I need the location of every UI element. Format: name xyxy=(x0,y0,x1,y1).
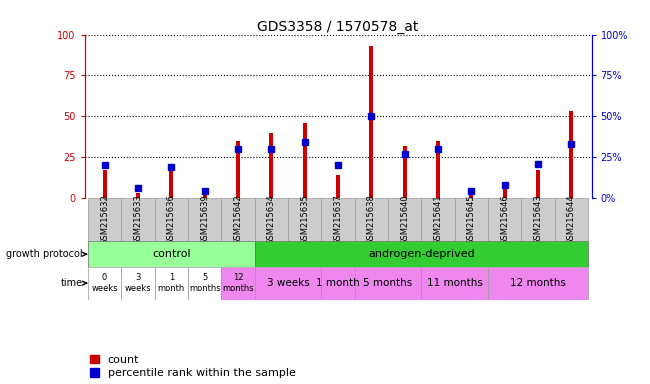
Text: 5
months: 5 months xyxy=(188,273,220,293)
Text: GSM215640: GSM215640 xyxy=(400,194,410,245)
Bar xyxy=(236,141,240,198)
Bar xyxy=(369,46,373,198)
Bar xyxy=(136,193,140,198)
Bar xyxy=(88,198,121,242)
Bar xyxy=(455,198,488,242)
Text: time: time xyxy=(60,278,86,288)
Text: 3
weeks: 3 weeks xyxy=(125,273,151,293)
Text: control: control xyxy=(152,249,190,259)
Text: GSM215645: GSM215645 xyxy=(467,194,476,245)
Title: GDS3358 / 1570578_at: GDS3358 / 1570578_at xyxy=(257,20,419,33)
Bar xyxy=(269,132,273,198)
Text: GSM215635: GSM215635 xyxy=(300,194,309,245)
Bar xyxy=(155,267,188,300)
Bar xyxy=(469,193,473,198)
Bar xyxy=(488,267,588,300)
Bar xyxy=(355,198,388,242)
Text: 11 months: 11 months xyxy=(427,278,483,288)
Text: 1 month: 1 month xyxy=(316,278,360,288)
Text: GSM215638: GSM215638 xyxy=(367,194,376,245)
Bar xyxy=(255,267,321,300)
Bar xyxy=(388,198,421,242)
Text: 12
months: 12 months xyxy=(222,273,254,293)
Bar xyxy=(569,111,573,198)
Bar xyxy=(188,198,221,242)
Bar xyxy=(336,175,340,198)
Bar xyxy=(255,198,288,242)
Text: growth protocol: growth protocol xyxy=(6,249,86,259)
Bar xyxy=(255,242,588,267)
Bar xyxy=(188,267,221,300)
Text: androgen-deprived: androgen-deprived xyxy=(368,249,474,259)
Text: GSM215643: GSM215643 xyxy=(534,194,543,245)
Text: GSM215633: GSM215633 xyxy=(133,194,142,245)
Bar xyxy=(321,198,355,242)
Text: GSM215634: GSM215634 xyxy=(266,194,276,245)
Bar xyxy=(221,198,255,242)
Bar xyxy=(403,146,407,198)
Bar xyxy=(421,267,488,300)
Bar xyxy=(421,198,455,242)
Legend: count, percentile rank within the sample: count, percentile rank within the sample xyxy=(90,355,296,379)
Text: GSM215641: GSM215641 xyxy=(434,194,443,245)
Text: GSM215642: GSM215642 xyxy=(233,194,242,245)
Bar xyxy=(521,198,555,242)
Text: GSM215632: GSM215632 xyxy=(100,194,109,245)
Bar xyxy=(88,267,121,300)
Bar xyxy=(121,267,155,300)
Bar xyxy=(488,198,521,242)
Bar xyxy=(536,170,540,198)
Bar xyxy=(303,123,307,198)
Bar xyxy=(155,198,188,242)
Bar xyxy=(103,170,107,198)
Bar xyxy=(555,198,588,242)
Text: GSM215646: GSM215646 xyxy=(500,194,510,245)
Bar xyxy=(436,141,440,198)
Bar xyxy=(88,242,255,267)
Bar xyxy=(221,267,255,300)
Text: 12 months: 12 months xyxy=(510,278,566,288)
Text: GSM215637: GSM215637 xyxy=(333,194,343,245)
Bar xyxy=(203,193,207,198)
Text: GSM215639: GSM215639 xyxy=(200,194,209,245)
Bar xyxy=(121,198,155,242)
Bar xyxy=(321,267,355,300)
Text: GSM215636: GSM215636 xyxy=(166,194,176,245)
Text: 1
month: 1 month xyxy=(157,273,185,293)
Bar xyxy=(503,187,507,198)
Text: GSM215644: GSM215644 xyxy=(567,194,576,245)
Text: 0
weeks: 0 weeks xyxy=(91,273,118,293)
Bar xyxy=(169,170,173,198)
Text: 5 months: 5 months xyxy=(363,278,413,288)
Bar xyxy=(288,198,321,242)
Bar xyxy=(355,267,421,300)
Text: 3 weeks: 3 weeks xyxy=(266,278,309,288)
